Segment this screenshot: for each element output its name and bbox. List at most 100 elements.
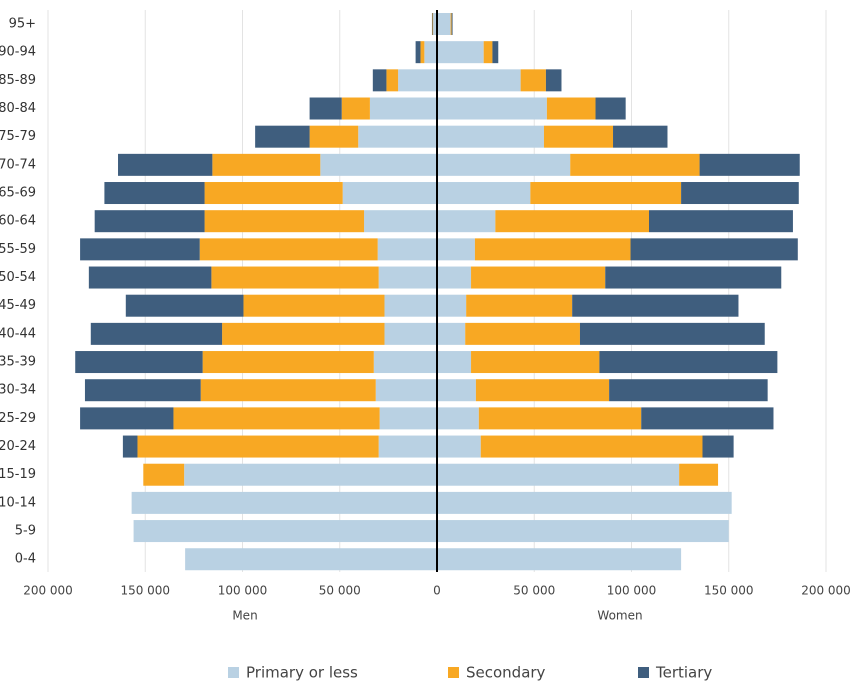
bar-segment: [185, 548, 437, 571]
bar-segment: [437, 463, 680, 486]
x-tick-label: 50 000: [319, 584, 361, 598]
bar-segment: [90, 322, 223, 345]
bar-segment: [702, 435, 734, 458]
bar-segment: [386, 69, 399, 92]
women-label: Women: [597, 609, 642, 623]
y-tick-label: 95+: [9, 17, 36, 32]
bar-segment: [378, 266, 437, 289]
legend-label: Secondary: [466, 664, 546, 682]
bar-segment: [572, 294, 739, 317]
men-label: Men: [232, 609, 257, 623]
bar-segment: [137, 435, 379, 458]
legend-label: Tertiary: [655, 664, 712, 682]
bar-segment: [649, 210, 793, 233]
bar-segment: [471, 266, 606, 289]
y-tick-label: 40-44: [0, 326, 36, 341]
y-tick-label: 35-39: [0, 355, 36, 370]
bar-segment: [184, 463, 437, 486]
bar-segment: [104, 182, 205, 205]
bar-segment: [373, 351, 437, 374]
bar-segment: [415, 41, 421, 64]
bar-segment: [437, 435, 481, 458]
bar-segment: [605, 266, 782, 289]
bar-segment: [437, 153, 571, 176]
bar-segment: [437, 407, 479, 430]
bar-segment: [211, 266, 379, 289]
bar-segment: [437, 351, 472, 374]
bar-segment: [437, 266, 472, 289]
bar-segment: [384, 294, 437, 317]
legend-swatch: [228, 667, 239, 678]
bar-segment: [437, 238, 475, 261]
bar-segment: [204, 182, 343, 205]
bar-segment: [88, 266, 212, 289]
y-tick-label: 25-29: [0, 411, 36, 426]
bar-segment: [379, 407, 437, 430]
bar-segment: [398, 69, 437, 92]
bar-segment: [546, 97, 596, 120]
bar-segment: [437, 210, 496, 233]
bar-segment: [420, 41, 425, 64]
bar-segment: [681, 182, 799, 205]
bar-segment: [255, 125, 310, 148]
bar-segment: [424, 41, 437, 64]
y-tick-label: 30-34: [0, 383, 36, 398]
y-tick-label: 90-94: [0, 45, 36, 60]
bar-segment: [94, 210, 205, 233]
legend-swatch: [448, 667, 459, 678]
bar-segment: [437, 41, 484, 64]
bar-segment: [433, 13, 437, 35]
bar-segment: [80, 238, 200, 261]
bar-segment: [131, 491, 437, 514]
bar-segment: [80, 407, 174, 430]
bar-segment: [212, 153, 321, 176]
bar-segment: [372, 69, 387, 92]
bar-segment: [222, 322, 385, 345]
bar-segment: [202, 351, 374, 374]
bar-segment: [437, 520, 729, 543]
bar-segment: [437, 97, 547, 120]
bar-segment: [122, 435, 138, 458]
bar-segment: [530, 182, 682, 205]
y-tick-label: 50-54: [0, 270, 36, 285]
y-tick-label: 75-79: [0, 129, 36, 144]
bar-segment: [545, 69, 562, 92]
bar-segment: [520, 69, 546, 92]
bar-segment: [375, 379, 437, 402]
bar-segment: [437, 379, 476, 402]
x-tick-label: 150 000: [704, 584, 754, 598]
bar-segment: [200, 379, 376, 402]
bar-segment: [471, 351, 600, 374]
y-tick-label: 60-64: [0, 214, 36, 229]
y-tick-label: 20-24: [0, 439, 36, 454]
bar-segment: [199, 238, 378, 261]
bar-segment: [465, 322, 580, 345]
bar-segment: [342, 182, 437, 205]
bar-segment: [309, 125, 359, 148]
y-tick-label: 70-74: [0, 157, 36, 172]
bar-segment: [431, 13, 433, 35]
bar-segment: [475, 379, 610, 402]
bar-segment: [384, 322, 437, 345]
bar-segment: [570, 153, 700, 176]
y-tick-label: 55-59: [0, 242, 36, 257]
bar-segment: [204, 210, 365, 233]
bar-segment: [125, 294, 244, 317]
bar-segment: [474, 238, 631, 261]
bar-segment: [466, 294, 573, 317]
legend-swatch: [638, 667, 649, 678]
bar-segment: [437, 491, 732, 514]
bar-segment: [613, 125, 668, 148]
bar-segment: [437, 294, 467, 317]
bar-segment: [679, 463, 719, 486]
bar-segment: [478, 407, 642, 430]
bar-segment: [364, 210, 437, 233]
bar-segment: [451, 13, 453, 35]
x-tick-label: 100 000: [218, 584, 268, 598]
bar-segment: [341, 97, 370, 120]
bar-segment: [437, 182, 531, 205]
bar-segment: [609, 379, 768, 402]
y-tick-label: 0-4: [15, 552, 36, 567]
bar-segment: [437, 548, 682, 571]
